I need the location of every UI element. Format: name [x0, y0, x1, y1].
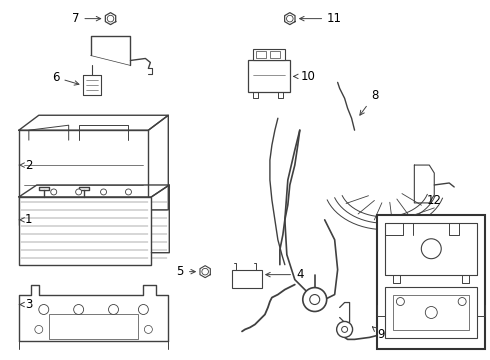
Bar — [253, 49, 285, 60]
Text: 4: 4 — [266, 268, 303, 281]
Polygon shape — [200, 266, 210, 278]
Text: 5: 5 — [176, 265, 196, 278]
Circle shape — [310, 294, 319, 305]
Bar — [232, 270, 262, 288]
Circle shape — [303, 288, 327, 311]
Circle shape — [458, 298, 466, 306]
Text: 12: 12 — [427, 194, 442, 207]
Circle shape — [100, 189, 106, 195]
Circle shape — [75, 189, 82, 195]
Circle shape — [145, 325, 152, 333]
Bar — [386, 287, 477, 338]
Bar — [19, 197, 151, 265]
Circle shape — [107, 15, 114, 22]
Text: 11: 11 — [300, 12, 342, 25]
Circle shape — [51, 189, 57, 195]
Circle shape — [342, 327, 347, 332]
Text: 6: 6 — [52, 71, 79, 85]
Bar — [377, 215, 485, 349]
Circle shape — [396, 298, 404, 306]
Circle shape — [421, 239, 441, 259]
Bar — [256, 50, 266, 58]
Circle shape — [35, 325, 43, 333]
Bar — [49, 315, 138, 339]
Circle shape — [287, 15, 293, 22]
Circle shape — [74, 305, 84, 315]
Text: 9: 9 — [372, 327, 385, 341]
Text: 8: 8 — [360, 89, 378, 115]
Circle shape — [39, 305, 49, 315]
Circle shape — [337, 321, 353, 337]
Circle shape — [202, 268, 208, 275]
Text: 7: 7 — [72, 12, 100, 25]
Polygon shape — [105, 13, 116, 24]
Polygon shape — [285, 13, 295, 24]
Circle shape — [425, 306, 437, 319]
Bar — [393, 294, 469, 330]
Text: 10: 10 — [294, 70, 315, 83]
Text: 3: 3 — [20, 298, 32, 311]
Text: 1: 1 — [20, 213, 33, 226]
Circle shape — [108, 305, 119, 315]
Circle shape — [138, 305, 148, 315]
Circle shape — [125, 189, 131, 195]
Bar — [248, 60, 290, 92]
Text: 2: 2 — [20, 158, 33, 172]
Bar — [270, 50, 280, 58]
Bar — [19, 130, 148, 225]
